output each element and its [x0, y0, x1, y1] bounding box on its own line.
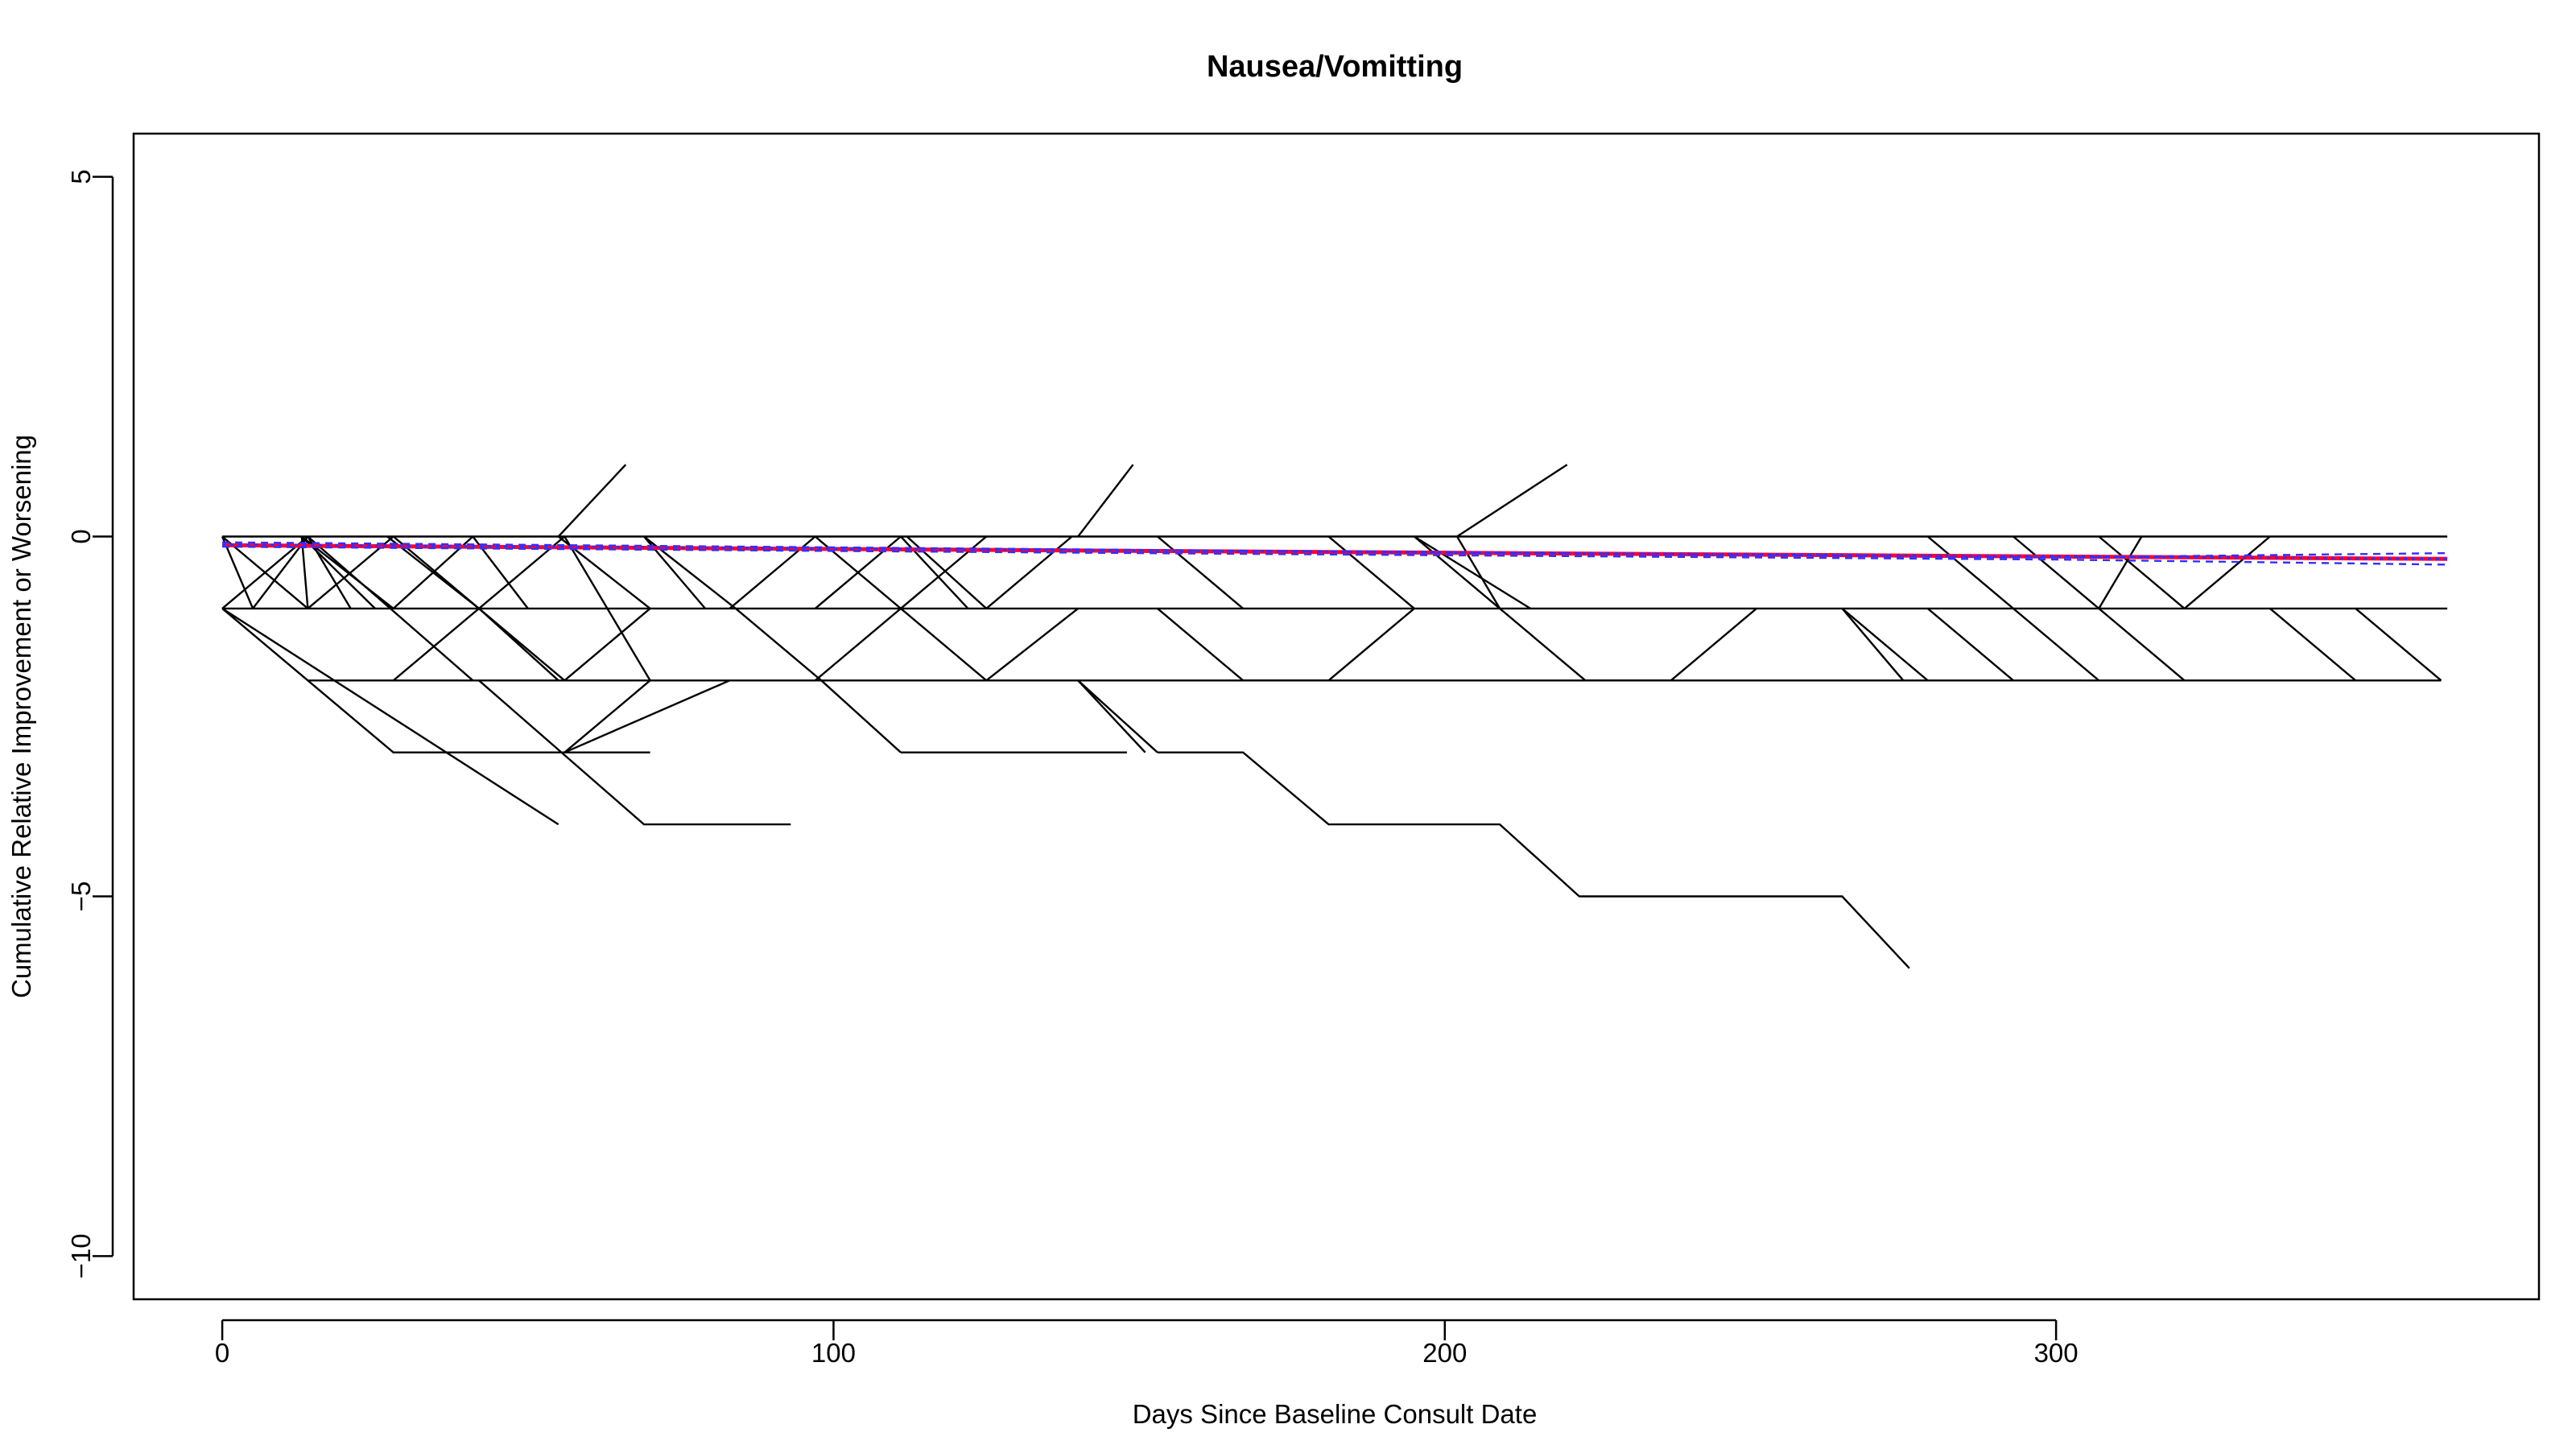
trajectory-line-42	[1157, 535, 1244, 609]
trajectory-line-59	[2355, 607, 2442, 682]
trend-line	[222, 543, 2448, 560]
trajectory-line-50	[1499, 607, 1757, 682]
trajectory-line-43	[1157, 607, 1244, 682]
trajectory-line-49	[1455, 535, 1501, 609]
trajectory-line-58	[2269, 607, 2356, 682]
trajectory-line-12	[300, 536, 309, 609]
trajectory-line-21	[557, 464, 627, 538]
trajectory-line-7	[221, 535, 309, 610]
x-tick-label: 200	[1422, 1338, 1467, 1368]
trajectory-line-28	[735, 607, 902, 753]
y-axis-label: Cumulative Relative Improvement or Worse…	[6, 435, 36, 998]
trajectory-line-45	[1327, 535, 1415, 609]
lower-confidence-line	[222, 545, 2448, 566]
y-tick-label: 5	[66, 169, 96, 184]
x-axis-label: Days Since Baseline Consult Date	[1133, 1399, 1538, 1429]
trajectory-line-35	[985, 535, 1073, 609]
trajectory-line-9	[221, 535, 309, 609]
y-tick-label: −5	[66, 881, 96, 912]
trajectory-line-15	[307, 535, 474, 682]
plot-frame	[132, 132, 2541, 1301]
trajectory-line-52	[1841, 608, 1905, 682]
trajectory-line-53	[1926, 607, 2014, 682]
trajectory-line-56	[2098, 535, 2271, 610]
trajectory-line-39	[1077, 679, 1158, 753]
trajectory-line-36	[814, 607, 902, 682]
x-tick-label: 300	[2034, 1338, 2079, 1368]
x-axis: 0 100 200 300	[215, 1319, 2079, 1368]
y-tick-label: −10	[66, 1233, 96, 1278]
trajectory-line-40	[1077, 679, 1146, 753]
trajectory-line-38	[1077, 464, 1134, 538]
trajectory-line-47	[1414, 535, 1531, 609]
upper-confidence-line	[222, 541, 2448, 559]
trajectory-line-4	[221, 607, 650, 753]
trajectory-line-57	[2098, 535, 2143, 609]
trajectory-line-29	[564, 679, 730, 753]
trajectory-line-51	[1841, 607, 1929, 682]
trajectory-line-23	[564, 679, 651, 753]
trajectory-line-44	[1243, 607, 1415, 682]
trajectory-line-6	[478, 679, 791, 826]
x-tick-label: 100	[811, 1338, 856, 1368]
trajectory-line-19	[392, 607, 480, 682]
trajectory-line-46	[1414, 535, 1501, 609]
trajectory-line-41	[1157, 751, 1910, 969]
trajectory-line-10	[301, 535, 394, 609]
trajectory-line-48	[1456, 464, 1568, 538]
trajectory-line-22	[478, 607, 651, 682]
y-tick-label: 0	[66, 529, 96, 543]
trajectory-line-54	[1926, 535, 2100, 682]
trajectory-line-18	[392, 535, 651, 681]
trajectory-lines	[221, 464, 2448, 969]
x-tick-label: 0	[215, 1338, 229, 1368]
y-axis: 5 0 −5 −10	[66, 169, 114, 1278]
trajectory-line-13	[307, 535, 352, 609]
trend-overlays	[222, 541, 2448, 566]
chart-title: Nausea/Vomitting	[1207, 50, 1463, 84]
trajectory-line-5	[221, 607, 559, 826]
